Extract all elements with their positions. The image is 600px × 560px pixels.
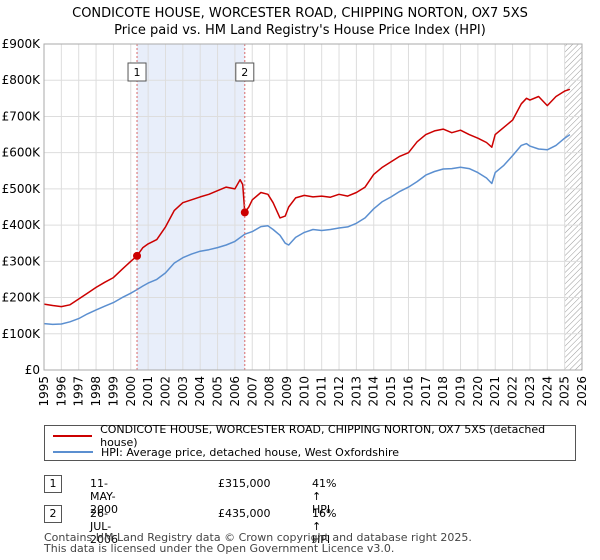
sale-label-box <box>235 62 255 82</box>
sale-number-badge: 1 <box>44 475 62 493</box>
chart-title: CONDICOTE HOUSE, WORCESTER ROAD, CHIPPIN… <box>72 6 528 21</box>
x-tick-label: 2017 <box>419 376 433 407</box>
legend-swatch-hpi <box>53 451 93 453</box>
x-tick-label: 2015 <box>384 376 398 407</box>
legend-swatch-property <box>53 435 93 437</box>
legend: CONDICOTE HOUSE, WORCESTER ROAD, CHIPPIN… <box>44 423 576 461</box>
x-tick-label: 2016 <box>401 376 415 407</box>
y-tick-label: £500K <box>2 182 42 196</box>
x-tick-label: 2008 <box>263 376 277 407</box>
shaded-period <box>137 44 245 370</box>
footer-licence: This data is licensed under the Open Gov… <box>44 542 395 555</box>
sale-point <box>240 208 249 217</box>
sale-price: £315,000 <box>218 477 271 490</box>
x-tick-label: 2023 <box>523 376 537 407</box>
x-tick-label: 2024 <box>540 376 554 407</box>
x-tick-label: 1999 <box>106 376 120 407</box>
sale-date: 26-JUL-2006 <box>90 507 118 546</box>
y-tick-label: £100K <box>2 327 42 341</box>
x-tick-label: 2026 <box>575 376 589 407</box>
x-tick-label: 2011 <box>315 376 329 407</box>
y-tick-label: £200K <box>2 291 42 305</box>
legend-item-hpi: HPI: Average price, detached house, West… <box>53 444 399 460</box>
legend-item-property: CONDICOTE HOUSE, WORCESTER ROAD, CHIPPIN… <box>53 423 575 449</box>
x-tick-label: 2005 <box>211 376 225 407</box>
plot-frame <box>43 43 583 371</box>
sale-label-box <box>127 62 147 82</box>
chart-subtitle: Price paid vs. HM Land Registry's House … <box>114 23 486 38</box>
hpi-line <box>43 133 571 326</box>
y-tick-label: £400K <box>2 218 42 232</box>
x-tick-label: 2022 <box>506 376 520 407</box>
x-tick-label: 2002 <box>158 376 172 407</box>
x-tick-label: 2010 <box>297 376 311 407</box>
x-tick-label: 1998 <box>89 376 103 407</box>
x-tick-label: 2001 <box>141 376 155 407</box>
x-tick-label: 2013 <box>349 376 363 407</box>
sale-date: 11-MAY-2000 <box>90 477 118 516</box>
x-tick-label: 2020 <box>471 376 485 407</box>
hatched-region <box>564 44 582 370</box>
y-tick-label: £300K <box>2 254 42 268</box>
y-tick-label: £0 <box>25 363 40 377</box>
x-tick-label: 2012 <box>332 376 346 407</box>
x-tick-label: 2025 <box>558 376 572 407</box>
y-tick-label: £700K <box>2 109 42 123</box>
sale-price: £435,000 <box>218 507 271 520</box>
x-tick-label: 2004 <box>193 376 207 407</box>
y-tick-label: £800K <box>2 73 42 87</box>
x-tick-label: 2019 <box>454 376 468 407</box>
sale-point <box>133 251 142 260</box>
x-tick-label: 2003 <box>176 376 190 407</box>
y-tick-label: £900K <box>2 37 42 51</box>
sale-number-badge: 2 <box>44 505 62 523</box>
property-price-line <box>43 88 571 308</box>
footer-copyright: Contains HM Land Registry data © Crown c… <box>44 531 472 544</box>
x-tick-label: 2006 <box>228 376 242 407</box>
legend-label-property: CONDICOTE HOUSE, WORCESTER ROAD, CHIPPIN… <box>100 423 546 449</box>
x-tick-label: 2000 <box>124 376 138 407</box>
x-tick-label: 2018 <box>436 376 450 407</box>
price-chart: 1 2 £0 £100K £200K £300K £400K £500K £600K £700K… <box>2 37 589 407</box>
footer: Contains HM Land Registry data © Crown c… <box>44 532 472 554</box>
sale-hpi-diff: 41% ↑ HPI <box>312 477 337 516</box>
x-tick-label: 2021 <box>488 376 502 407</box>
sale-hpi-diff: 16% ↑ HPI <box>312 507 337 546</box>
sale-label: 1 <box>134 66 141 79</box>
legend-label-hpi: HPI: Average price, detached house, West… <box>101 445 400 459</box>
x-tick-label: 2007 <box>245 376 259 407</box>
x-tick-label: 1997 <box>72 376 86 407</box>
x-tick-label: 1996 <box>54 376 68 407</box>
x-tick-label: 1995 <box>37 376 51 407</box>
sale-label: 2 <box>241 66 248 79</box>
x-tick-label: 2009 <box>280 376 294 407</box>
y-tick-label: £600K <box>2 146 42 160</box>
x-tick-label: 2014 <box>367 376 381 407</box>
